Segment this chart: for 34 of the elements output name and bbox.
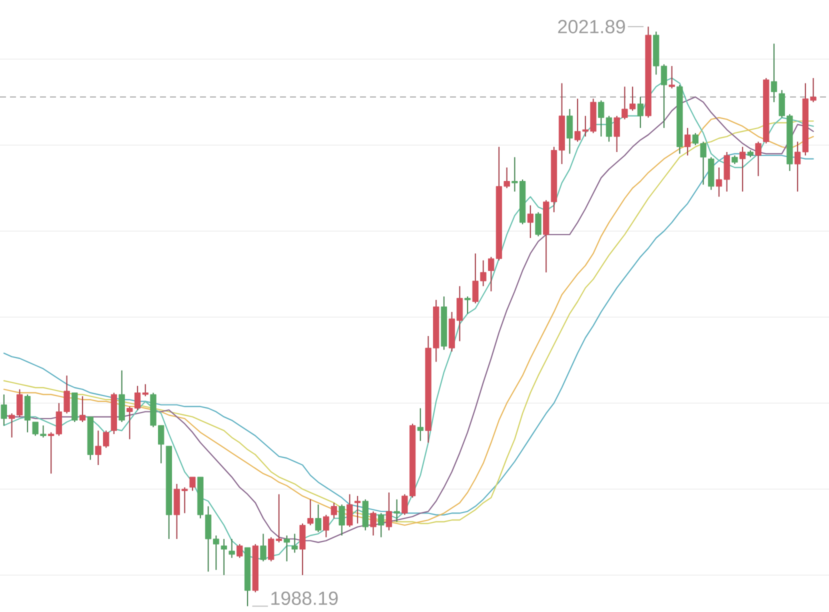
candlestick <box>370 510 376 536</box>
candlestick <box>307 498 314 526</box>
candlestick <box>739 146 746 192</box>
candlestick <box>284 534 290 562</box>
candlestick <box>220 538 228 576</box>
candlestick <box>417 408 424 442</box>
candlestick <box>394 498 400 522</box>
candlestick <box>574 98 581 142</box>
candlestick <box>315 504 322 533</box>
candlestick <box>292 533 298 554</box>
annotation: 2021.89 <box>558 20 625 34</box>
candlestick <box>527 204 534 239</box>
annotation: 1988.19 <box>271 592 338 605</box>
candlestick <box>228 538 235 558</box>
candlestick <box>535 212 542 237</box>
candlestick <box>79 396 86 423</box>
candlestick <box>386 492 392 531</box>
candlestick <box>346 494 353 528</box>
candlestick <box>189 476 196 492</box>
candlestick <box>755 141 762 177</box>
candlestick <box>260 533 266 562</box>
candlestick <box>0 394 8 426</box>
candlestick <box>378 512 384 538</box>
candlestick <box>236 544 243 558</box>
candlestick <box>48 432 54 474</box>
candlestick <box>566 108 573 154</box>
candlestick <box>794 141 801 192</box>
candlestick <box>338 504 345 536</box>
candlestick <box>668 65 675 89</box>
candlestick <box>323 514 330 538</box>
candlestick <box>637 96 644 128</box>
candlestick <box>770 43 778 103</box>
candlestick <box>684 127 691 156</box>
candlestick <box>330 502 338 519</box>
